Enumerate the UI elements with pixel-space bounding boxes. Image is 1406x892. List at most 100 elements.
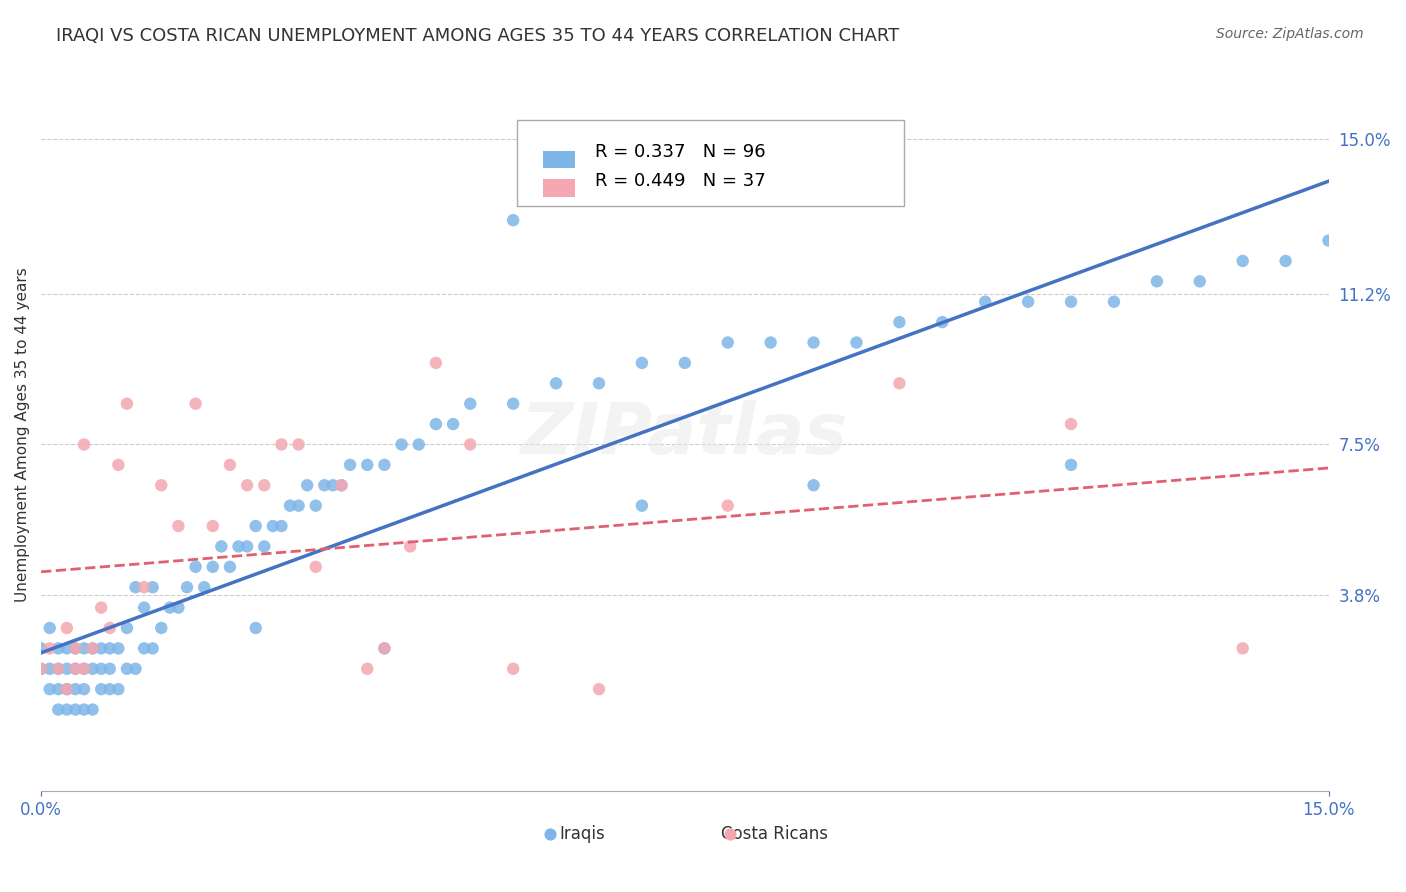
Point — [201, 559, 224, 574]
Point — [82, 662, 104, 676]
Point — [391, 437, 413, 451]
Point — [73, 682, 96, 697]
Point — [142, 641, 165, 656]
Point — [631, 356, 654, 370]
Point — [305, 559, 328, 574]
Point — [82, 641, 104, 656]
Point — [245, 621, 267, 635]
Point — [1232, 641, 1254, 656]
Point — [1102, 294, 1125, 309]
Point — [278, 499, 301, 513]
Point — [209, 540, 232, 554]
Point — [56, 702, 79, 716]
Point — [330, 478, 353, 492]
Point — [408, 437, 430, 451]
Point — [295, 478, 318, 492]
Point — [931, 315, 953, 329]
Point — [46, 641, 69, 656]
Point — [373, 641, 395, 656]
Point — [717, 335, 740, 350]
Point — [73, 662, 96, 676]
Point — [107, 458, 129, 472]
Text: ZIPatlas: ZIPatlas — [522, 400, 848, 469]
Point — [82, 702, 104, 716]
Point — [167, 519, 190, 533]
Text: Iraqis: Iraqis — [560, 825, 605, 843]
Point — [65, 662, 87, 676]
Point — [253, 478, 276, 492]
Point — [90, 682, 112, 697]
Point — [115, 662, 138, 676]
Point — [124, 662, 146, 676]
Point — [373, 458, 395, 472]
Point — [98, 662, 121, 676]
Point — [356, 662, 378, 676]
Point — [132, 600, 155, 615]
Text: R = 0.337   N = 96: R = 0.337 N = 96 — [595, 144, 765, 161]
Point — [46, 682, 69, 697]
Point — [803, 335, 825, 350]
Point — [717, 499, 740, 513]
Point — [38, 641, 60, 656]
Point — [30, 662, 52, 676]
Point — [673, 356, 696, 370]
Point — [502, 662, 524, 676]
Point — [1232, 254, 1254, 268]
Point — [305, 499, 328, 513]
Point — [73, 641, 96, 656]
Point — [502, 397, 524, 411]
Point — [56, 682, 79, 697]
Point — [322, 478, 344, 492]
Point — [115, 621, 138, 635]
Point — [314, 478, 336, 492]
Point — [373, 641, 395, 656]
Point — [176, 580, 198, 594]
Point — [65, 682, 87, 697]
Point — [98, 682, 121, 697]
Point — [115, 397, 138, 411]
Point — [150, 621, 173, 635]
Point — [236, 540, 259, 554]
Point — [889, 376, 911, 391]
Point — [124, 580, 146, 594]
Point — [1017, 294, 1039, 309]
Text: IRAQI VS COSTA RICAN UNEMPLOYMENT AMONG AGES 35 TO 44 YEARS CORRELATION CHART: IRAQI VS COSTA RICAN UNEMPLOYMENT AMONG … — [56, 27, 900, 45]
Point — [38, 621, 60, 635]
Point — [356, 458, 378, 472]
Point — [1188, 274, 1211, 288]
Point — [193, 580, 215, 594]
FancyBboxPatch shape — [543, 179, 575, 197]
Point — [339, 458, 361, 472]
Point — [845, 335, 868, 350]
Point — [399, 540, 422, 554]
Point — [159, 600, 181, 615]
Point — [132, 580, 155, 594]
Point — [219, 458, 242, 472]
Point — [167, 600, 190, 615]
Point — [98, 621, 121, 635]
Point — [73, 662, 96, 676]
Point — [425, 356, 447, 370]
Point — [631, 499, 654, 513]
Point — [107, 682, 129, 697]
Point — [1060, 294, 1083, 309]
Point — [1317, 234, 1340, 248]
Point — [98, 641, 121, 656]
Point — [236, 478, 259, 492]
Point — [30, 641, 52, 656]
Point — [1060, 458, 1083, 472]
Point — [73, 702, 96, 716]
Point — [46, 662, 69, 676]
Point — [132, 641, 155, 656]
Point — [1274, 254, 1296, 268]
Point — [759, 335, 782, 350]
Point — [458, 437, 481, 451]
Point — [90, 600, 112, 615]
Point — [30, 662, 52, 676]
Point — [546, 376, 568, 391]
Point — [253, 540, 276, 554]
Text: Source: ZipAtlas.com: Source: ZipAtlas.com — [1216, 27, 1364, 41]
FancyBboxPatch shape — [543, 151, 575, 169]
Point — [588, 682, 610, 697]
Point — [184, 559, 207, 574]
